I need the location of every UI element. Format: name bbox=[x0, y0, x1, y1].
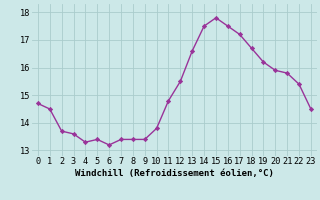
X-axis label: Windchill (Refroidissement éolien,°C): Windchill (Refroidissement éolien,°C) bbox=[75, 169, 274, 178]
